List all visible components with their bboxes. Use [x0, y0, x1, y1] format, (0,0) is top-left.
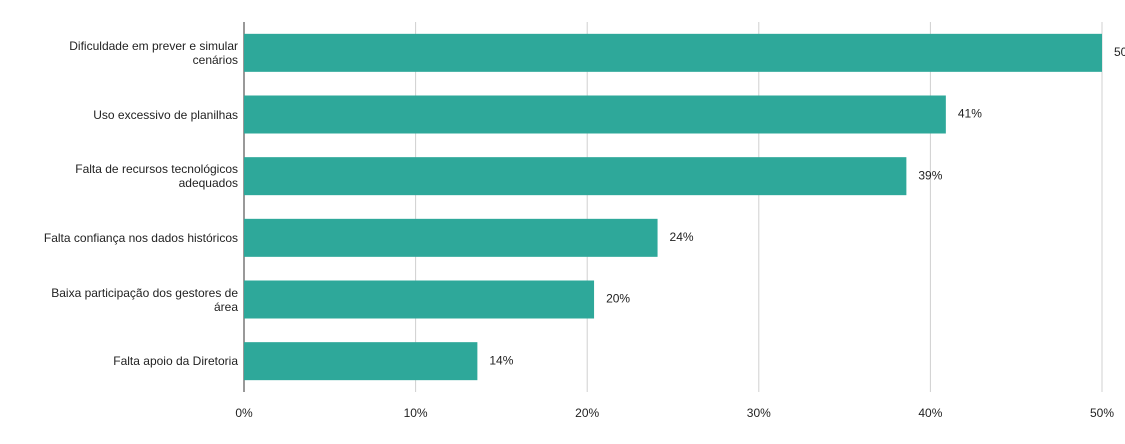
y-tick-label: Uso excessivo de planilhas [93, 107, 238, 122]
bar [244, 157, 907, 196]
x-tick-label: 10% [404, 406, 428, 420]
y-tick-label: Baixa participação dos gestores de área [51, 285, 238, 314]
bar [244, 280, 595, 319]
x-tick-label: 20% [575, 406, 599, 420]
y-tick-label: Falta confiança nos dados históricos [43, 230, 238, 245]
bar [244, 95, 946, 134]
data-label: 39% [918, 168, 942, 182]
data-label: 20% [606, 292, 630, 306]
x-tick-label: 50% [1090, 406, 1114, 420]
y-tick-label: Falta apoio da Diretoria [113, 354, 238, 369]
data-label: 41% [958, 107, 982, 121]
data-label: 50% [1114, 45, 1125, 59]
y-tick-label: Dificuldade em prever e simular cenários [69, 38, 238, 67]
bar [244, 342, 478, 381]
bar [244, 33, 1102, 72]
x-tick-label: 0% [235, 406, 253, 420]
data-label: 24% [670, 230, 694, 244]
y-tick-label: Falta de recursos tecnológicos adequados [75, 162, 238, 191]
bar [244, 218, 658, 257]
x-tick-label: 30% [747, 406, 771, 420]
x-tick-label: 40% [918, 406, 942, 420]
data-label: 14% [489, 353, 513, 367]
